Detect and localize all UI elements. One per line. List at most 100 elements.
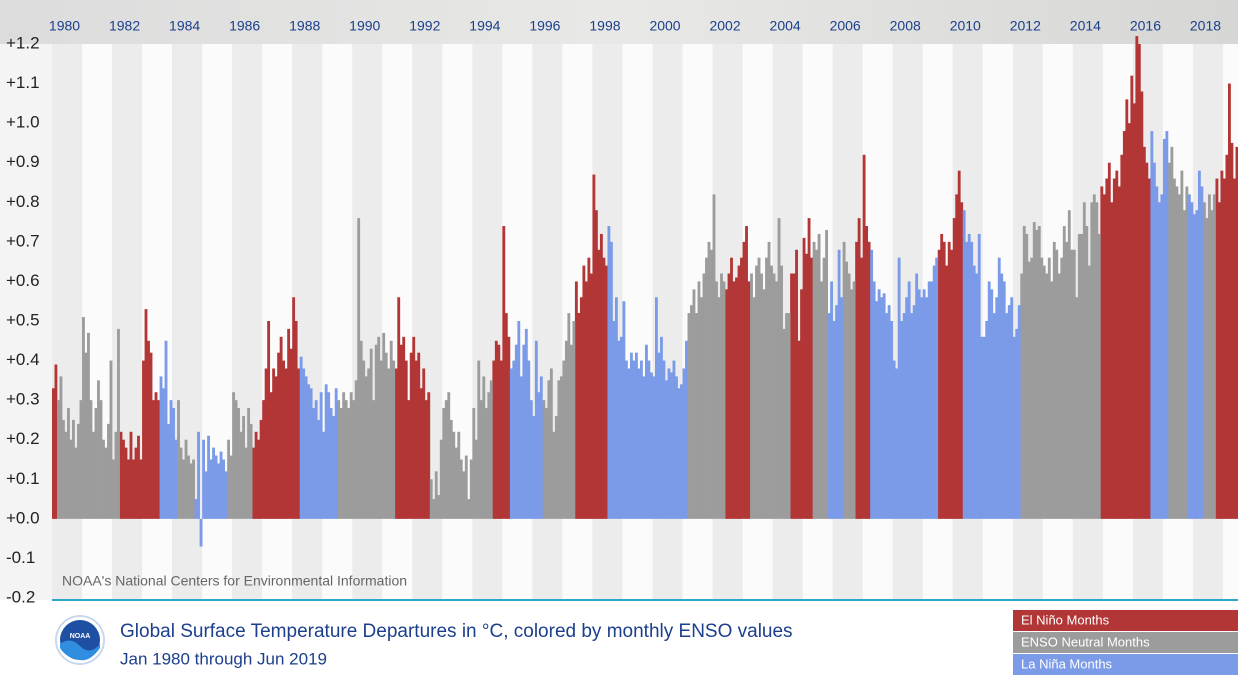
bar <box>1088 266 1091 519</box>
chart-subtitle: Jan 1980 through Jun 2019 <box>120 649 327 668</box>
bar <box>1128 123 1131 519</box>
bar <box>330 408 333 519</box>
bar <box>930 281 933 518</box>
bar <box>1133 103 1136 518</box>
x-tick-label: 2004 <box>770 18 801 34</box>
bar <box>515 345 518 519</box>
bar <box>510 368 513 518</box>
bar <box>1165 131 1168 519</box>
bar <box>773 274 776 519</box>
bar <box>883 293 886 519</box>
bar <box>505 313 508 519</box>
bar <box>442 408 445 519</box>
bar <box>953 218 956 519</box>
bar <box>1113 179 1116 519</box>
bar <box>57 400 60 519</box>
bar <box>700 297 703 519</box>
bar <box>497 345 500 519</box>
bar <box>82 317 85 519</box>
bar <box>945 266 948 519</box>
bar <box>100 400 103 519</box>
bar <box>327 392 330 519</box>
bar <box>455 448 458 519</box>
bar <box>935 258 938 519</box>
bar <box>375 345 378 519</box>
bar <box>555 416 558 519</box>
bar <box>490 380 493 519</box>
bar <box>1213 194 1216 518</box>
bar <box>725 289 728 519</box>
bar <box>320 392 323 519</box>
bar <box>828 313 831 519</box>
bar <box>547 380 550 519</box>
bar <box>1018 305 1021 519</box>
bar <box>1200 186 1203 518</box>
bar <box>430 479 433 519</box>
bar <box>705 258 708 519</box>
bar <box>1188 194 1191 518</box>
bar <box>853 281 856 518</box>
bar <box>1053 242 1056 519</box>
bar <box>665 380 668 519</box>
bar <box>310 388 313 519</box>
bar <box>205 471 208 518</box>
bar <box>763 289 766 519</box>
bar <box>445 400 448 519</box>
bar <box>820 281 823 518</box>
y-tick-label: +1.0 <box>6 113 40 132</box>
bar <box>370 349 373 519</box>
bar <box>242 416 245 519</box>
bar <box>530 400 533 519</box>
bar <box>1100 186 1103 518</box>
bar <box>85 353 88 519</box>
x-tick-label: 1982 <box>109 18 140 34</box>
bar <box>550 368 553 518</box>
bar <box>1123 131 1126 519</box>
bar <box>472 408 475 519</box>
bar <box>685 341 688 519</box>
bar <box>187 456 190 519</box>
x-tick-label: 2008 <box>890 18 921 34</box>
bar <box>405 361 408 519</box>
bar <box>1138 44 1141 519</box>
bar <box>770 266 773 519</box>
y-tick-label: +1.1 <box>6 73 40 92</box>
x-tick-label: 2016 <box>1130 18 1161 34</box>
bar <box>985 321 988 519</box>
bar <box>925 297 928 519</box>
bar <box>592 175 595 519</box>
bar <box>322 432 325 519</box>
bar <box>693 289 696 519</box>
bar <box>1193 214 1196 519</box>
bar <box>1135 36 1138 519</box>
bar <box>955 194 958 518</box>
bar <box>435 471 438 518</box>
y-tick-label: -0.2 <box>6 587 35 606</box>
bar <box>1060 258 1063 519</box>
bar <box>1065 242 1068 519</box>
x-tick-label: 1998 <box>589 18 620 34</box>
bar <box>527 361 530 519</box>
bar <box>252 448 255 519</box>
source-note: NOAA's National Centers for Environmenta… <box>62 573 407 589</box>
bar <box>190 463 193 518</box>
bar <box>1203 202 1206 519</box>
bar <box>152 400 155 519</box>
bar <box>868 242 871 519</box>
bar <box>360 341 363 519</box>
bar <box>1208 194 1211 518</box>
bar <box>317 420 320 519</box>
bar <box>775 281 778 518</box>
bar <box>815 250 818 519</box>
bar <box>1198 171 1201 519</box>
bar <box>1063 226 1066 519</box>
bar <box>1068 210 1071 519</box>
bar <box>392 361 395 519</box>
bar <box>640 361 643 519</box>
bar <box>905 297 908 519</box>
bar <box>65 432 68 519</box>
bar <box>495 341 498 519</box>
bar <box>460 460 463 519</box>
bar <box>465 456 468 519</box>
bar <box>312 408 315 519</box>
